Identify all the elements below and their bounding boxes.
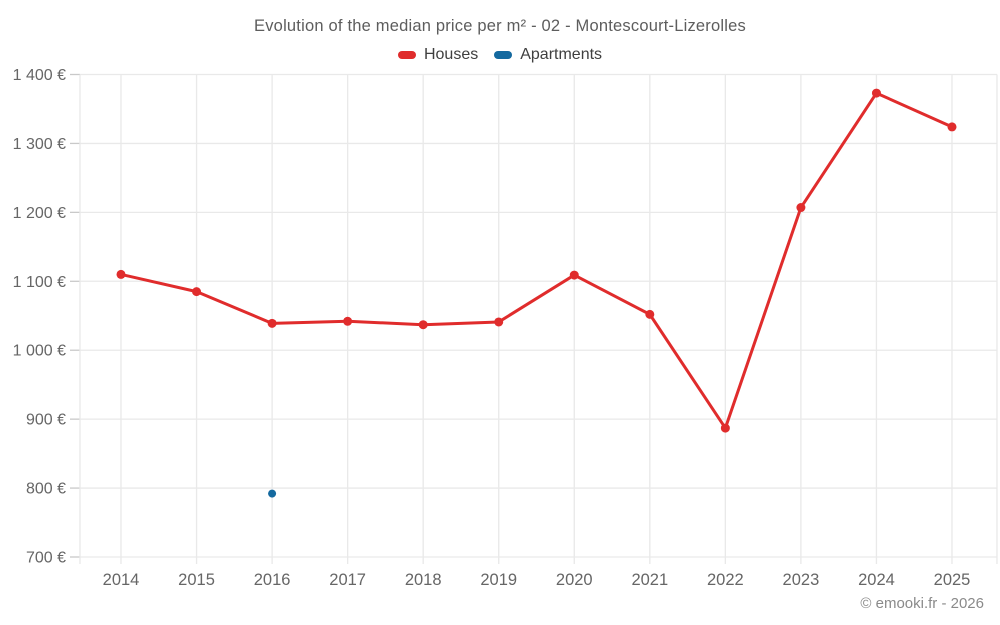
- x-tick-label: 2022: [707, 571, 744, 589]
- houses-data-point[interactable]: [645, 309, 655, 319]
- x-tick-label: 2025: [934, 571, 971, 589]
- houses-series-line: [119, 91, 954, 430]
- houses-data-point[interactable]: [871, 88, 881, 98]
- x-tick-label: 2021: [631, 571, 668, 589]
- houses-data-point[interactable]: [343, 316, 353, 326]
- credit-watermark: © emooki.fr - 2026: [860, 595, 984, 612]
- houses-data-point[interactable]: [796, 203, 806, 213]
- houses-data-point[interactable]: [116, 269, 126, 279]
- apartments-data-point[interactable]: [268, 489, 277, 498]
- apartments-legend-label: Apartments: [520, 46, 603, 63]
- y-tick-label: 1 300 €: [13, 136, 66, 153]
- x-tick-label: 2016: [254, 571, 291, 589]
- x-tick-label: 2014: [103, 571, 140, 589]
- chart-legend: Houses Apartments: [0, 46, 1000, 64]
- y-tick-label: 1 200 €: [13, 205, 66, 222]
- y-tick-label: 900 €: [26, 412, 66, 429]
- chart-title: Evolution of the median price per m² - 0…: [254, 17, 746, 35]
- houses-data-point[interactable]: [720, 423, 730, 433]
- y-tick-label: 1 100 €: [13, 274, 66, 291]
- x-tick-label: 2018: [405, 571, 442, 589]
- houses-data-point[interactable]: [569, 270, 579, 280]
- houses-data-point[interactable]: [418, 320, 428, 330]
- y-tick-label: 800 €: [26, 481, 66, 498]
- houses-legend-label: Houses: [423, 46, 479, 63]
- houses-legend-swatch-icon: [397, 51, 416, 59]
- legend-item-houses[interactable]: Houses: [397, 46, 479, 64]
- houses-data-point[interactable]: [947, 122, 957, 132]
- x-tick-label: 2015: [178, 571, 215, 589]
- x-tick-label: 2019: [480, 571, 517, 589]
- y-tick-label: 1 000 €: [13, 343, 66, 360]
- y-tick-label: 1 400 €: [13, 67, 66, 84]
- houses-data-point[interactable]: [267, 318, 277, 328]
- y-tick-label: 700 €: [26, 550, 66, 567]
- x-tick-label: 2017: [329, 571, 366, 589]
- houses-data-point[interactable]: [494, 317, 504, 327]
- houses-data-point[interactable]: [192, 287, 202, 297]
- x-tick-label: 2023: [783, 571, 820, 589]
- apartments-legend-swatch-icon: [494, 51, 513, 59]
- x-tick-label: 2024: [858, 571, 895, 589]
- legend-item-apartments[interactable]: Apartments: [494, 46, 602, 64]
- x-tick-label: 2020: [556, 571, 593, 589]
